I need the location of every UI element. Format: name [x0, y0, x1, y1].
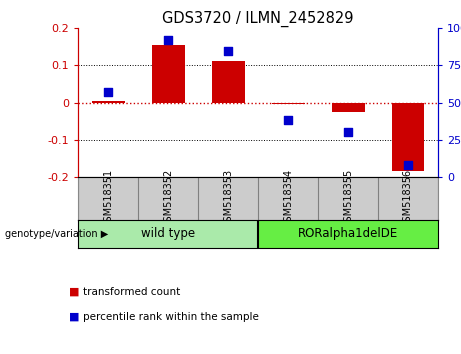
Text: GSM518352: GSM518352	[163, 169, 173, 228]
Bar	[258, 220, 438, 248]
Text: wild type: wild type	[141, 227, 195, 240]
Text: percentile rank within the sample: percentile rank within the sample	[83, 312, 259, 322]
Bar	[78, 220, 258, 248]
Bar	[92, 101, 125, 103]
Bar	[212, 61, 245, 103]
Bar	[272, 103, 305, 104]
Point	[105, 89, 112, 95]
Text: genotype/variation ▶: genotype/variation ▶	[5, 229, 108, 239]
Text: transformed count: transformed count	[83, 287, 180, 297]
Text: GSM518351: GSM518351	[103, 169, 113, 228]
Point	[165, 38, 172, 43]
Point	[404, 162, 412, 168]
Point	[344, 130, 352, 135]
Point	[225, 48, 232, 53]
Text: GSM518353: GSM518353	[223, 169, 233, 228]
Text: GSM518355: GSM518355	[343, 169, 353, 228]
Bar	[391, 103, 425, 171]
Bar	[152, 45, 185, 103]
Text: ■: ■	[69, 287, 80, 297]
Title: GDS3720 / ILMN_2452829: GDS3720 / ILMN_2452829	[162, 11, 354, 27]
Bar	[331, 103, 365, 112]
Point	[284, 118, 292, 123]
Text: ■: ■	[69, 312, 80, 322]
Text: GSM518354: GSM518354	[283, 169, 293, 228]
Text: RORalpha1delDE: RORalpha1delDE	[298, 227, 398, 240]
Text: GSM518356: GSM518356	[403, 169, 413, 228]
